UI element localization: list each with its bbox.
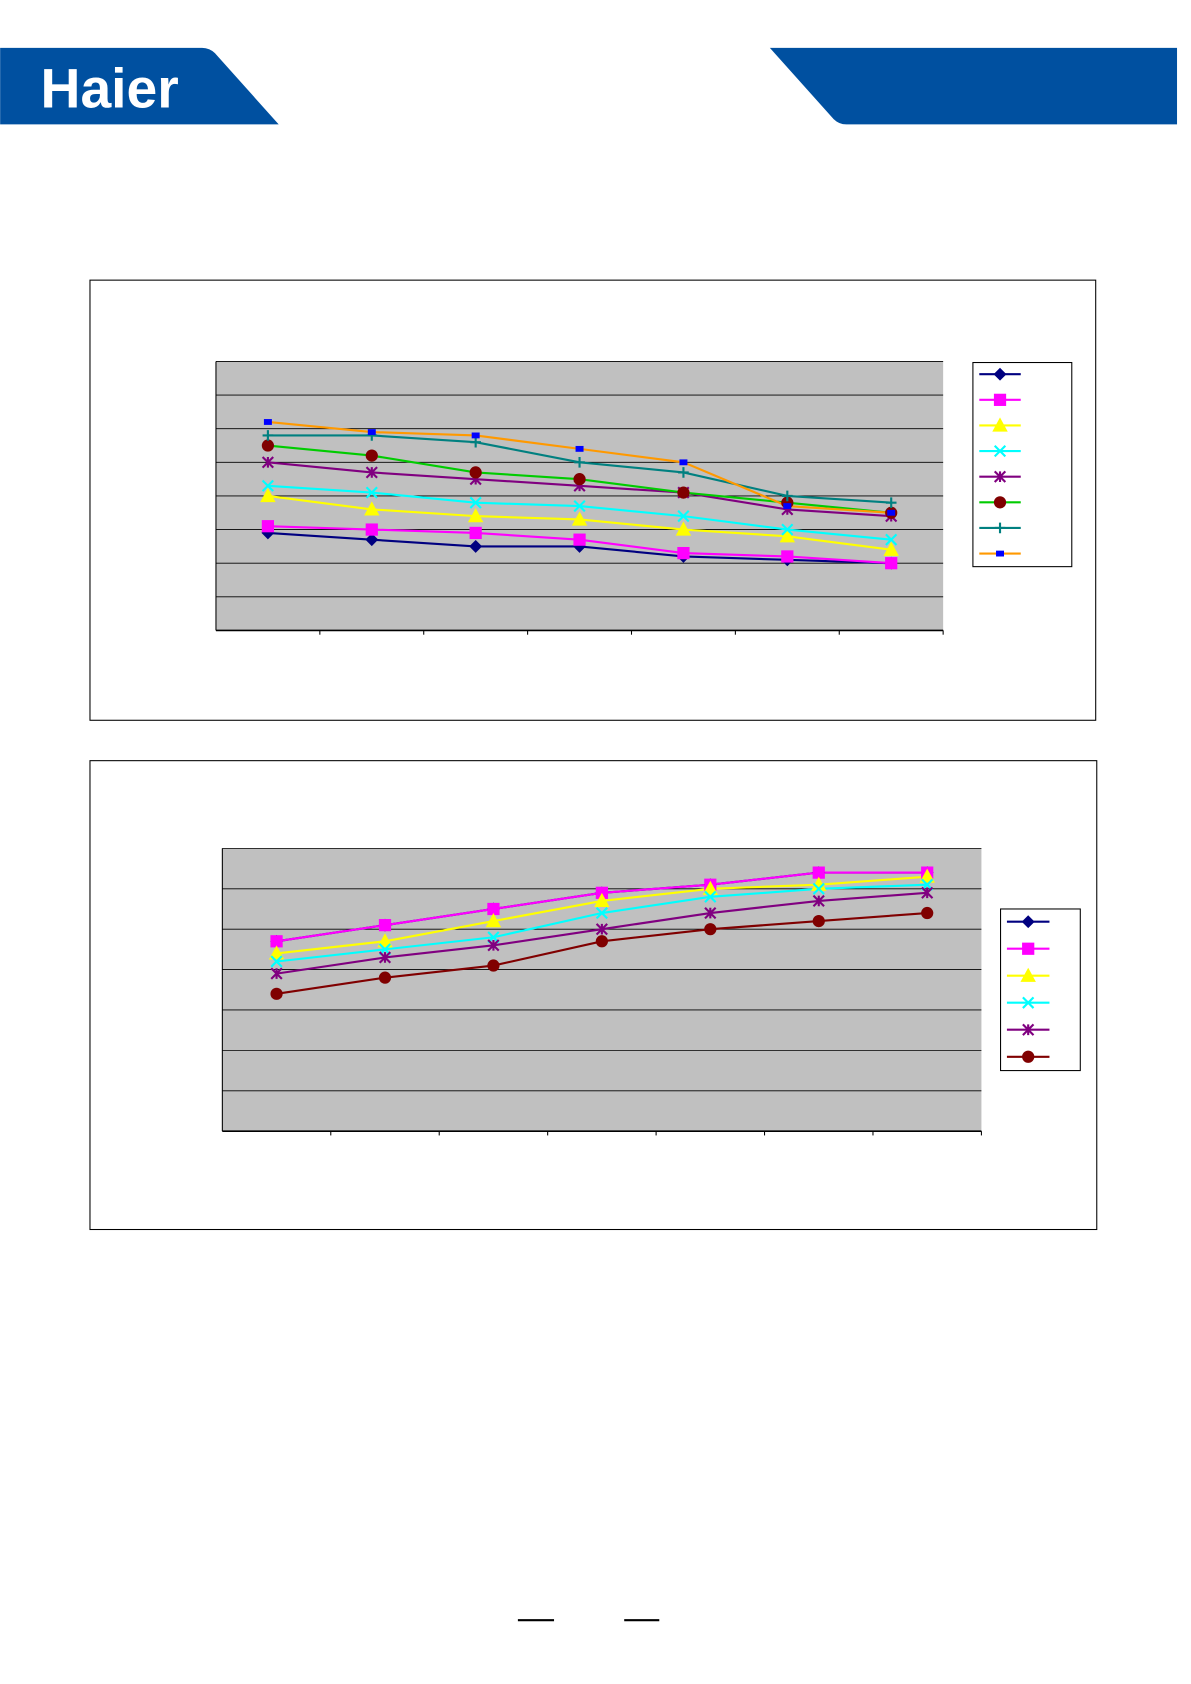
marker	[270, 935, 283, 948]
marker	[469, 539, 483, 553]
marker	[812, 866, 825, 879]
marker	[675, 521, 692, 536]
marker	[704, 923, 717, 936]
marker	[270, 955, 283, 968]
marker	[782, 490, 793, 502]
marker	[677, 510, 690, 523]
marker	[885, 533, 898, 546]
marker	[471, 432, 480, 439]
marker	[378, 951, 392, 964]
marker	[992, 417, 1008, 432]
header-band-left	[0, 47, 279, 125]
marker	[573, 473, 586, 486]
marker	[1022, 996, 1035, 1009]
marker	[885, 497, 897, 508]
marker	[704, 890, 717, 903]
marker	[261, 479, 274, 492]
marker	[571, 511, 588, 526]
marker	[779, 528, 796, 543]
marker	[1020, 967, 1036, 982]
marker	[812, 882, 825, 895]
marker	[365, 449, 378, 462]
marker	[573, 533, 586, 546]
marker	[469, 466, 482, 479]
marker	[268, 945, 285, 960]
marker	[261, 456, 274, 469]
marker	[885, 557, 898, 570]
marker	[595, 906, 608, 920]
marker	[470, 436, 481, 448]
legend	[972, 361, 1073, 568]
marker	[469, 526, 482, 540]
marker	[781, 523, 794, 536]
marker	[887, 509, 896, 516]
marker	[263, 419, 272, 425]
marker	[377, 933, 393, 948]
marker	[781, 550, 794, 563]
marker	[702, 880, 719, 895]
marker	[574, 457, 585, 468]
marker	[260, 487, 276, 503]
marker	[365, 486, 378, 499]
logo: Haier	[41, 57, 179, 119]
header-band-right	[769, 47, 1178, 125]
marker	[921, 886, 934, 899]
marker	[595, 923, 608, 936]
legend	[1000, 908, 1081, 1072]
marker	[262, 430, 274, 441]
marker	[467, 508, 484, 523]
marker	[261, 520, 275, 533]
marker	[573, 499, 586, 513]
chart-frame	[89, 760, 1098, 1231]
marker	[1022, 1050, 1035, 1063]
marker	[1022, 1023, 1035, 1036]
marker	[364, 501, 380, 516]
marker	[993, 445, 1007, 458]
marker	[993, 496, 1007, 509]
marker	[1021, 915, 1035, 929]
marker	[812, 894, 825, 907]
marker	[487, 902, 500, 916]
marker	[993, 367, 1007, 381]
marker	[783, 503, 792, 509]
marker	[378, 971, 392, 984]
marker	[679, 459, 688, 466]
marker	[993, 393, 1007, 406]
marker	[469, 496, 482, 509]
marker	[678, 467, 689, 478]
marker	[677, 486, 690, 499]
marker	[704, 906, 717, 920]
marker	[367, 429, 376, 435]
marker	[996, 550, 1005, 557]
marker	[883, 541, 899, 556]
marker	[677, 546, 690, 560]
marker	[994, 522, 1006, 534]
marker	[485, 913, 502, 928]
marker	[365, 523, 378, 536]
chart-frame	[89, 279, 1097, 721]
marker	[270, 967, 283, 980]
marker	[594, 892, 610, 908]
marker	[993, 470, 1007, 483]
marker	[812, 914, 825, 928]
marker	[595, 935, 608, 948]
marker	[261, 439, 275, 452]
marker	[575, 445, 584, 452]
marker	[365, 533, 379, 547]
marker	[921, 906, 934, 920]
marker	[365, 466, 378, 479]
marker	[487, 939, 500, 952]
marker	[378, 919, 392, 932]
marker	[919, 868, 935, 883]
marker	[1022, 942, 1035, 955]
marker	[270, 987, 283, 1000]
marker	[487, 959, 500, 972]
